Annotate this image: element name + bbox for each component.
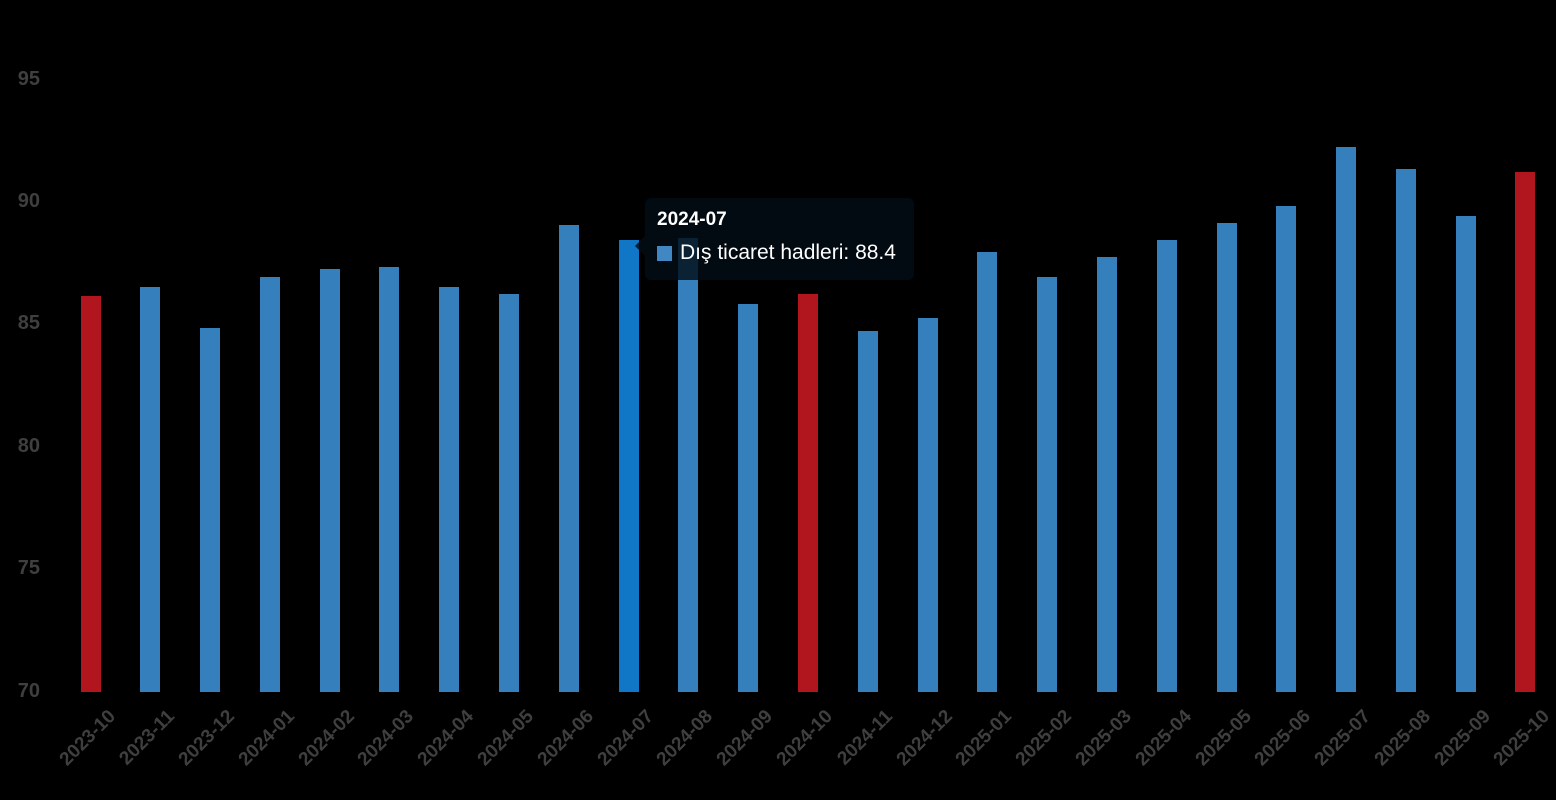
bar-2025-07[interactable]	[1336, 147, 1357, 692]
bar-2024-02[interactable]	[319, 269, 340, 692]
bar-2025-04[interactable]	[1156, 240, 1177, 692]
series-marker-icon	[657, 245, 672, 261]
x-axis-label-2025-05: 2025-05	[1191, 706, 1256, 771]
x-axis-label-2024-08: 2024-08	[653, 706, 718, 771]
bar-2025-08[interactable]	[1395, 169, 1416, 692]
tooltip-series-row: Dış ticaret hadleri: 88.4	[657, 240, 896, 266]
x-axis-label-2024-01: 2024-01	[234, 706, 299, 771]
bar-2025-05[interactable]	[1216, 222, 1237, 692]
bar-2025-09[interactable]	[1455, 215, 1476, 692]
tooltip-header: 2024-07	[657, 209, 727, 230]
bar-2024-03[interactable]	[379, 267, 400, 692]
y-axis-label-85: 85	[17, 312, 40, 335]
tooltip: 2024-07 Dış ticaret hadleri: 88.4	[635, 198, 914, 280]
x-axis-label-2025-10: 2025-10	[1490, 706, 1555, 771]
bar-2025-03[interactable]	[1096, 257, 1117, 692]
bar-2024-11[interactable]	[857, 330, 878, 692]
y-axis-label-90: 90	[17, 189, 40, 212]
x-axis-label-2024-04: 2024-04	[413, 706, 479, 771]
bar-2024-07[interactable]	[618, 240, 639, 692]
x-axis-label-2025-08: 2025-08	[1370, 706, 1435, 771]
bar-2024-04[interactable]	[439, 286, 460, 692]
x-axis-label-2023-10: 2023-10	[55, 706, 120, 771]
x-axis-label-2024-09: 2024-09	[712, 706, 778, 771]
bar-2023-11[interactable]	[140, 286, 161, 692]
y-axis-label-80: 80	[17, 434, 40, 457]
x-axis-label-2025-04: 2025-04	[1131, 706, 1196, 771]
bar-2024-05[interactable]	[499, 293, 520, 692]
bar-2024-08[interactable]	[678, 237, 699, 692]
x-axis-label-2025-07: 2025-07	[1310, 706, 1375, 771]
bar-2024-09[interactable]	[738, 303, 759, 692]
bar-2025-06[interactable]	[1276, 205, 1297, 692]
bar-2023-12[interactable]	[200, 328, 221, 692]
x-axis-label-2023-12: 2023-12	[174, 706, 239, 771]
bar-2024-01[interactable]	[259, 276, 280, 692]
y-axis-label-95: 95	[17, 67, 40, 90]
x-axis-label-2025-09: 2025-09	[1430, 706, 1495, 771]
x-axis-label-2024-05: 2024-05	[473, 706, 538, 771]
x-axis-label-2023-11: 2023-11	[115, 706, 180, 770]
x-axis-label-2025-01: 2025-01	[952, 706, 1017, 771]
x-axis-label-2025-06: 2025-06	[1250, 706, 1316, 771]
x-axis-label-2024-12: 2024-12	[892, 706, 957, 771]
y-axis-label-70: 70	[17, 679, 40, 702]
tooltip-series-value: Dış ticaret hadleri: 88.4	[680, 241, 896, 264]
x-axis-label-2024-07: 2024-07	[593, 706, 658, 771]
bar-2025-10[interactable]	[1515, 171, 1536, 692]
x-axis-label-2024-02: 2024-02	[294, 706, 359, 771]
x-axis-label-2024-10: 2024-10	[772, 706, 837, 771]
x-axis-label-2025-03: 2025-03	[1071, 706, 1136, 771]
bar-2024-06[interactable]	[558, 225, 579, 692]
bar-2025-02[interactable]	[1037, 276, 1058, 692]
bar-2024-12[interactable]	[917, 318, 938, 692]
x-axis-label-2024-06: 2024-06	[533, 706, 598, 771]
x-axis-label-2025-02: 2025-02	[1011, 706, 1076, 771]
y-axis-label-75: 75	[17, 557, 40, 580]
x-axis-label-2024-11: 2024-11	[833, 706, 897, 770]
bar-2024-10[interactable]	[797, 293, 818, 692]
bar-2023-10[interactable]	[80, 296, 101, 692]
tooltip-arrow-icon	[635, 236, 645, 256]
x-axis-label-2024-03: 2024-03	[354, 706, 419, 771]
bar-2025-01[interactable]	[977, 252, 998, 692]
